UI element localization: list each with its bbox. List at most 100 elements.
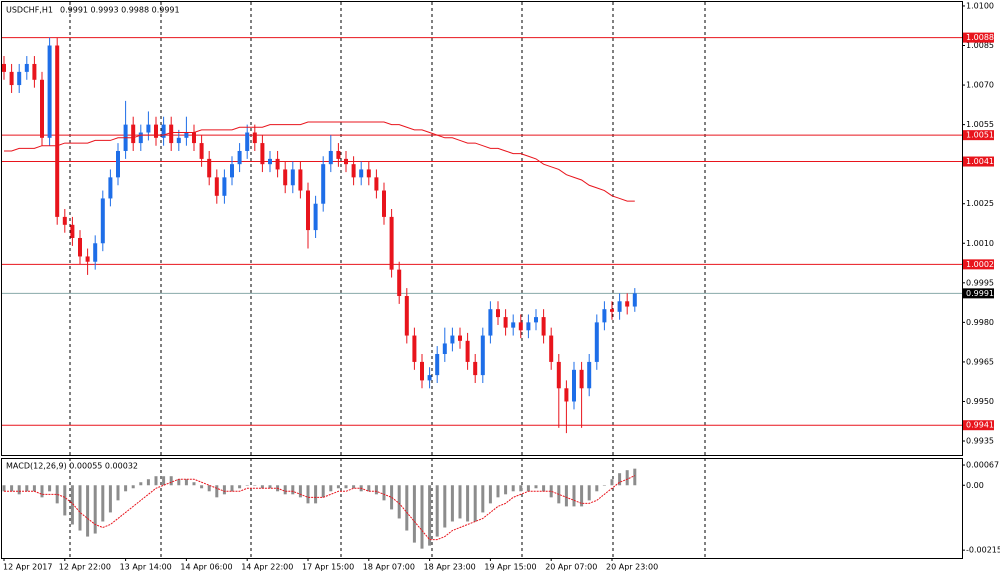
candle-body <box>518 322 523 331</box>
macd-bar <box>230 485 234 492</box>
macd-bar <box>344 485 348 489</box>
candle-body <box>55 45 60 217</box>
candle-body <box>32 63 37 80</box>
candle-body <box>511 322 516 328</box>
macd-bar <box>63 485 67 516</box>
macd-bar <box>633 468 637 486</box>
candle-body <box>412 335 417 362</box>
macd-bar <box>298 485 302 498</box>
candle-body <box>214 177 219 196</box>
candle-body <box>488 309 493 336</box>
macd-bar <box>412 485 416 543</box>
candle-body <box>275 158 280 170</box>
macd-bar <box>321 485 325 498</box>
candle-body <box>237 150 242 165</box>
candle-body <box>374 177 379 191</box>
macd-bar <box>48 485 52 492</box>
level-tag <box>963 420 994 431</box>
x-tick-label: 12 Apr 22:00 <box>59 563 111 572</box>
macd-bar <box>268 485 272 489</box>
macd-bar <box>55 485 59 504</box>
macd-bar <box>390 485 394 510</box>
candle-body <box>420 361 424 381</box>
macd-bar <box>207 485 211 492</box>
macd-bar <box>352 485 356 489</box>
macd-bar <box>473 485 477 522</box>
candle-body <box>594 322 599 362</box>
level-label: 1.0088 <box>966 33 994 42</box>
x-tick-label: 18 Apr 07:00 <box>363 563 415 572</box>
candle-body <box>154 124 158 138</box>
macd-bar <box>610 479 614 486</box>
signal-line <box>4 475 636 541</box>
candle-body <box>290 169 295 186</box>
candle-body <box>473 361 478 376</box>
candle-body <box>78 237 82 257</box>
macd-bar <box>154 476 158 486</box>
macd-bar <box>253 485 257 486</box>
macd-bar <box>78 485 82 531</box>
last-price-label: 0.9991 <box>966 289 994 298</box>
candle-body <box>587 361 592 389</box>
macd-bar <box>580 485 584 507</box>
candle-body <box>260 143 265 165</box>
macd-bar <box>602 485 606 486</box>
macd-bar <box>124 485 128 492</box>
candle-body <box>344 158 348 165</box>
level-tag <box>963 259 994 270</box>
moving-average <box>4 121 635 202</box>
x-tick-label: 19 Apr 15:00 <box>484 563 536 572</box>
candle-body <box>579 369 584 389</box>
candle-body <box>321 164 326 204</box>
macd-bar <box>466 485 470 522</box>
macd-bar <box>504 485 508 495</box>
candle-body <box>503 317 508 328</box>
macd-bar <box>101 485 105 522</box>
level-tag <box>963 156 994 167</box>
level-tag <box>963 32 994 43</box>
macd-bar <box>382 485 386 501</box>
macd-bar <box>405 485 409 531</box>
macd-bar <box>146 479 150 486</box>
y-tick-label: 1.0100 <box>966 1 994 10</box>
macd-bar <box>291 485 295 495</box>
candle-body <box>336 150 341 159</box>
macd-bar <box>184 479 188 486</box>
macd-bar <box>443 485 447 528</box>
candle-body <box>458 335 462 341</box>
macd-bar <box>618 473 622 486</box>
macd-bar <box>116 485 120 501</box>
macd-bar <box>17 485 21 495</box>
symbol-title: USDCHF,H1 <box>6 6 53 15</box>
x-tick-label: 12 Apr 2017 <box>3 563 52 572</box>
macd-bar <box>572 485 576 507</box>
macd-bar <box>458 485 462 519</box>
macd-bar <box>93 485 97 534</box>
macd-bar <box>162 476 166 486</box>
main-frame <box>1 1 963 456</box>
macd-bar <box>245 485 249 486</box>
macd-bar <box>542 485 546 492</box>
candle-body <box>298 169 303 191</box>
y-tick-label: 1.0070 <box>966 81 994 90</box>
candle-body <box>62 216 67 225</box>
macd-bar <box>534 485 538 489</box>
macd-bar <box>336 485 340 489</box>
candle-body <box>382 190 386 217</box>
candle-body <box>207 158 212 178</box>
macd-bar <box>283 485 287 495</box>
x-tick-label: 18 Apr 23:00 <box>424 563 476 572</box>
macd-bar <box>70 485 74 525</box>
candle-body <box>116 150 120 178</box>
macd-bar <box>25 485 29 492</box>
candle-body <box>184 132 189 138</box>
candle-body <box>549 335 554 362</box>
macd-bar <box>314 485 318 504</box>
candle-body <box>47 45 52 138</box>
candle-body <box>2 63 6 72</box>
macd-bar <box>519 485 523 492</box>
level-label: 1.0041 <box>966 157 994 166</box>
level-tag <box>963 130 994 141</box>
macd-bar <box>329 485 333 492</box>
candle-body <box>351 164 356 178</box>
